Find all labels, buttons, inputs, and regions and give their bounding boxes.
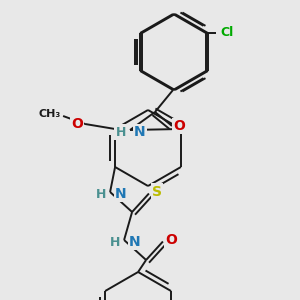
Text: O: O [165,232,177,247]
Text: S: S [152,184,162,199]
Text: O: O [173,119,185,133]
Text: N: N [129,235,141,249]
Text: CH₃: CH₃ [39,109,61,119]
Text: N: N [134,125,146,139]
Text: H: H [110,236,120,248]
Text: O: O [71,117,83,131]
Text: N: N [115,187,127,201]
Text: H: H [96,188,106,200]
Text: Cl: Cl [220,26,233,40]
Text: H: H [116,125,126,139]
